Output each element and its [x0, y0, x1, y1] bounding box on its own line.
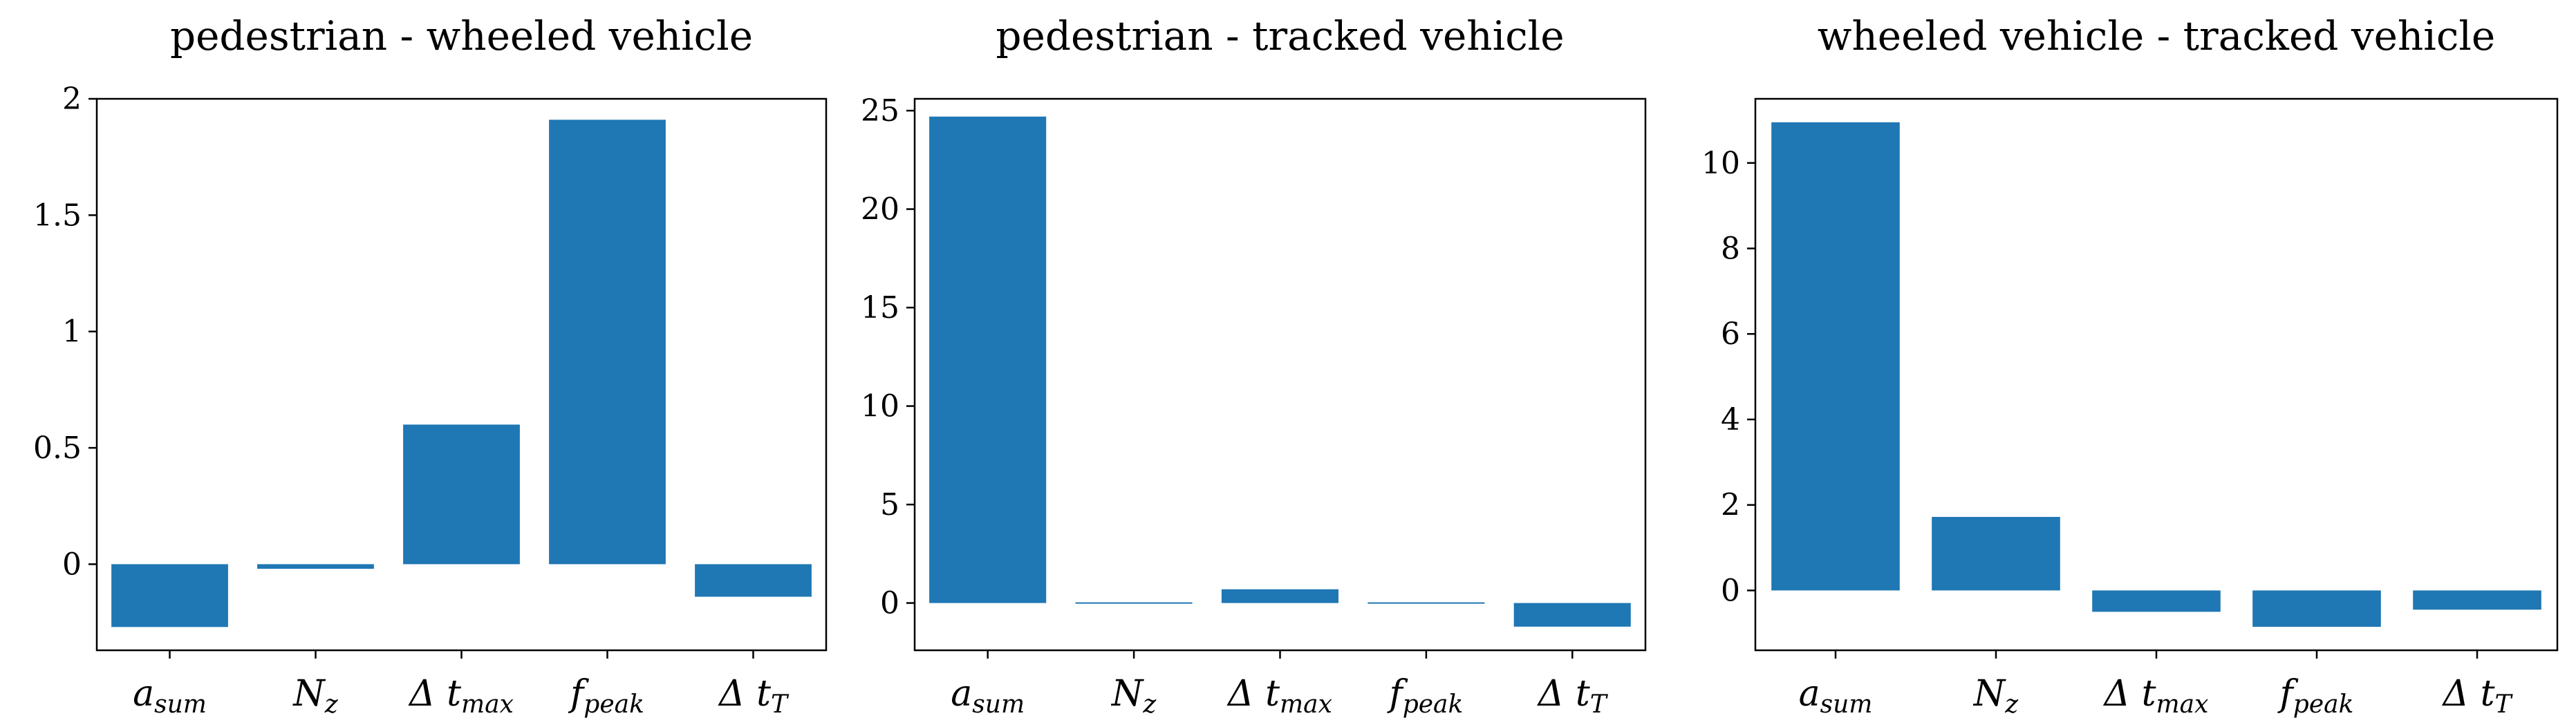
x-tick-label-base: N: [1110, 673, 1144, 715]
x-tick-label: Δ tmax: [1226, 673, 1332, 719]
x-tick-label: Δ tT: [2442, 673, 2514, 719]
x-tick-label-subscript: z: [324, 690, 339, 719]
x-tick-label-subscript: peak: [2293, 690, 2354, 719]
x-tick-label: Δ tmax: [2103, 673, 2209, 719]
x-tick-label: Δ tmax: [408, 673, 514, 719]
bar-t-max: [2092, 590, 2221, 612]
y-tick-label: 1: [62, 314, 82, 350]
x-tick-label: asum: [133, 673, 207, 719]
x-tick-label: Nz: [1110, 673, 1157, 719]
y-tick-label: 20: [861, 192, 899, 227]
x-tick-label: fpeak: [1386, 673, 1463, 719]
bar-t-t: [695, 564, 812, 597]
chart-title: wheeled vehicle - tracked vehicle: [1818, 12, 2495, 59]
x-tick-label-base: Δ t: [1537, 673, 1590, 715]
x-tick-label-base: N: [1972, 673, 2006, 715]
x-tick-label-base: a: [1799, 673, 1820, 715]
bar-t-max: [403, 424, 520, 565]
bar-f-peak: [1368, 602, 1485, 604]
x-tick-label: Δ tT: [718, 673, 790, 719]
y-tick-label: 0.5: [33, 431, 82, 466]
y-tick-label: 5: [880, 487, 899, 522]
y-tick-label: 1.5: [33, 198, 82, 233]
bar-n-z: [1932, 517, 2060, 591]
chart-panel-wheeled-tracked: wheeled vehicle - tracked vehicle 0 2 4 6 8 10…: [1701, 12, 2559, 719]
x-tick-label-subscript: max: [461, 690, 514, 719]
x-tick-label-subscript: sum: [972, 690, 1025, 719]
y-tick-label: 25: [861, 93, 899, 129]
x-tick-label: asum: [1799, 673, 1873, 719]
bar-t-t: [1513, 603, 1631, 627]
x-tick-label-subscript: z: [1142, 690, 1157, 719]
x-tick-label: Nz: [1972, 673, 2019, 719]
x-tick-label-base: Δ t: [2103, 673, 2156, 715]
x-tick-label-subscript: z: [2004, 690, 2019, 719]
x-tick-label-base: Δ t: [1226, 673, 1280, 715]
y-tick-label: 4: [1721, 402, 1740, 437]
y-tick-label: 8: [1721, 232, 1740, 267]
bar-a-sum: [929, 116, 1047, 603]
y-tick-label: 0: [880, 586, 899, 621]
x-tick-label-subscript: T: [771, 690, 790, 719]
bar-t-t: [2413, 590, 2541, 610]
y-tick-label: 2: [62, 82, 82, 117]
x-tick-label: asum: [951, 673, 1025, 719]
bar-f-peak: [2252, 590, 2381, 627]
y-tick-label: 10: [861, 389, 899, 424]
x-tick-label: fpeak: [568, 673, 644, 719]
chart-panel-pedestrian-wheeled: pedestrian - wheeled vehicle 0 0.5 1 1.5 2 asu…: [33, 12, 828, 719]
y-tick-label: 2: [1721, 488, 1740, 523]
y-tick-label: 15: [861, 290, 899, 325]
x-tick-label-base: a: [133, 673, 154, 715]
bar-n-z: [1075, 602, 1193, 604]
x-tick-label-base: Δ t: [718, 673, 771, 715]
bar-f-peak: [549, 120, 666, 565]
y-tick-label: 0: [1721, 573, 1740, 608]
x-tick-label-subscript: max: [1280, 690, 1332, 719]
x-tick-label-base: a: [951, 673, 972, 715]
x-tick-label-subscript: peak: [584, 690, 644, 719]
x-tick-label: Δ tT: [1537, 673, 1609, 719]
x-tick-label-subscript: T: [2494, 690, 2513, 719]
bar-a-sum: [111, 564, 228, 627]
x-tick-label-subscript: T: [1590, 690, 1609, 719]
chart-title: pedestrian - wheeled vehicle: [170, 12, 753, 59]
x-tick-label-base: Δ t: [2442, 673, 2495, 715]
y-tick-label: 6: [1721, 317, 1740, 352]
x-tick-label-base: N: [292, 673, 326, 715]
chart-panel-pedestrian-tracked: pedestrian - tracked vehicle 0 5 10 15 20 25 as…: [861, 12, 1647, 719]
y-tick-label: 0: [62, 547, 82, 582]
bar-n-z: [257, 564, 374, 569]
x-tick-label-base: Δ t: [408, 673, 461, 715]
x-tick-label: fpeak: [2277, 673, 2354, 719]
x-tick-label-subscript: peak: [1403, 690, 1464, 719]
chart-title: pedestrian - tracked vehicle: [996, 12, 1564, 59]
x-tick-label-subscript: sum: [154, 690, 207, 719]
x-tick-label: Nz: [292, 673, 339, 719]
bar-a-sum: [1771, 122, 1900, 591]
x-tick-label-subscript: sum: [1820, 690, 1873, 719]
bar-t-max: [1221, 589, 1338, 603]
y-tick-label: 10: [1701, 146, 1740, 181]
x-tick-label-subscript: max: [2156, 690, 2209, 719]
